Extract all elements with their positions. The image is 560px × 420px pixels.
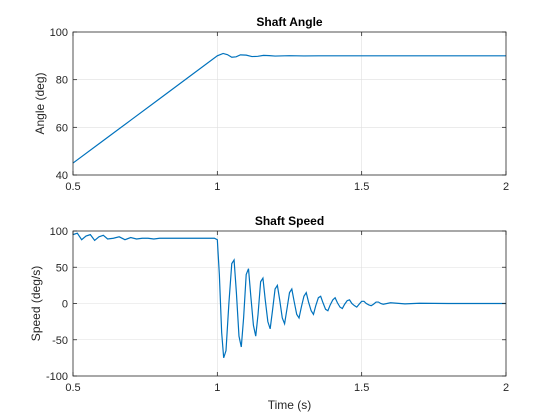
- angle-series-line: [72, 52, 506, 164]
- speed-y-tick-label: -50: [52, 335, 68, 347]
- angle-y-tick-label: 60: [56, 122, 68, 134]
- speed-x-axis-label: Time (s): [268, 398, 312, 412]
- angle-y-tick-label: 80: [56, 75, 68, 87]
- angle-y-axis-label: Angle (deg): [33, 72, 47, 134]
- angle-x-tick-label: 0.5: [65, 181, 80, 193]
- angle-x-tick-label: 1: [214, 181, 220, 193]
- speed-y-tick-label: 0: [62, 299, 68, 311]
- angle-axes: 0.5 1 1.5 2 40 60 80 100 Shaft Angle Angle (deg…: [33, 15, 509, 193]
- angle-chart-title: Shaft Angle: [256, 15, 323, 29]
- angle-ticks: 0.5 1 1.5 2 40 60 80 100: [50, 27, 509, 193]
- speed-chart-title: Shaft Speed: [255, 214, 324, 228]
- angle-y-tick-label: 100: [50, 27, 68, 39]
- speed-x-tick-label: 1.5: [354, 382, 369, 394]
- speed-y-tick-label: 50: [56, 262, 68, 274]
- speed-y-axis-label: Speed (deg/s): [29, 266, 43, 341]
- speed-x-tick-label: 1: [214, 382, 220, 394]
- speed-x-tick-label: 0.5: [65, 382, 80, 394]
- angle-y-tick-label: 40: [56, 170, 68, 182]
- angle-plot-area: [73, 32, 506, 175]
- angle-x-tick-label: 1.5: [354, 181, 369, 193]
- speed-y-tick-label: -100: [46, 371, 68, 383]
- angle-x-tick-label: 2: [503, 181, 509, 193]
- speed-y-tick-label: 100: [50, 226, 68, 238]
- speed-series-line: [72, 232, 506, 359]
- speed-x-tick-label: 2: [503, 382, 509, 394]
- angle-axes-box: [72, 31, 507, 176]
- speed-axes: 0.5 1 1.5 2 -100 -50 0 50 100 Shaft Speed Speed …: [29, 214, 509, 412]
- speed-ticks: 0.5 1 1.5 2 -100 -50 0 50 100: [46, 226, 509, 394]
